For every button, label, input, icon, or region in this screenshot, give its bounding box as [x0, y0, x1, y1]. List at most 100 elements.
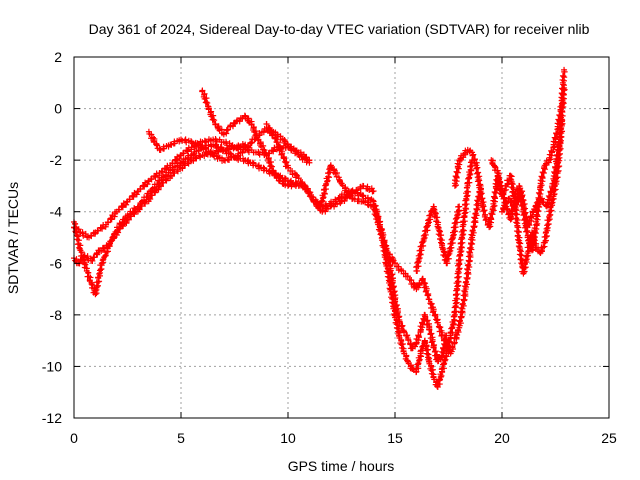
data-trace-segment	[115, 217, 130, 236]
data-trace-segment	[179, 152, 194, 166]
data-trace-segment	[451, 203, 463, 231]
data-trace-segment	[447, 313, 458, 337]
data-trace-segment	[461, 236, 476, 290]
data-trace-segment	[338, 180, 356, 202]
x-tick-label: 25	[601, 430, 617, 446]
x-axis-label: GPS time / hours	[288, 458, 395, 474]
data-trace-segment	[242, 135, 259, 153]
data-trace-segment	[295, 175, 312, 196]
data-point	[306, 159, 313, 166]
data-trace-segment	[179, 136, 195, 146]
plot-frame	[73, 56, 610, 419]
series-track-7	[316, 157, 476, 391]
data-trace-segment	[556, 86, 568, 141]
data-trace-segment	[146, 130, 163, 152]
data-trace-segment	[544, 180, 556, 208]
data-trace-segment	[205, 106, 219, 128]
data-trace-segment	[455, 223, 467, 264]
data-trace-segment	[273, 139, 291, 170]
y-tick-label: 2	[54, 49, 62, 65]
y-tick-label: -12	[42, 410, 62, 426]
data-trace-segment	[419, 275, 432, 303]
data-trace-segment	[316, 163, 334, 210]
data-trace-segment	[387, 286, 398, 318]
data-point	[561, 66, 568, 73]
data-trace-segment	[147, 183, 162, 203]
data-trace-segment	[381, 241, 394, 270]
data-trace-segment	[438, 332, 450, 359]
data-trace-segment	[248, 121, 262, 143]
data-point	[443, 332, 450, 339]
data-trace-segment	[550, 138, 564, 185]
data-trace-segment	[421, 338, 433, 363]
x-tick-label: 10	[280, 430, 296, 446]
data-trace-segment	[409, 365, 420, 376]
data-trace-segment	[374, 219, 386, 239]
data-point	[98, 260, 105, 267]
data-trace-segment	[541, 216, 553, 244]
y-tick-label: -10	[42, 358, 62, 374]
data-trace-segment	[400, 348, 411, 364]
data-trace-segment	[459, 184, 472, 226]
data-trace-segment	[306, 190, 323, 209]
data-trace-segment	[189, 139, 204, 151]
data-point	[561, 84, 568, 91]
data-trace-segment	[387, 267, 399, 301]
series-track-9	[413, 203, 463, 275]
data-trace-segment	[455, 287, 469, 329]
data-trace-segment	[227, 119, 239, 130]
data-trace-segment	[233, 141, 248, 152]
data-trace-segment	[285, 164, 301, 181]
data-trace-segment	[534, 245, 543, 256]
data-trace-segment	[518, 188, 531, 230]
x-tick-label: 5	[177, 430, 185, 446]
data-trace-segment	[425, 296, 441, 324]
data-trace-segment	[168, 137, 183, 148]
data-trace-segment	[426, 326, 438, 349]
series-track-12	[499, 84, 568, 231]
series-track-8	[381, 239, 450, 365]
data-trace-segment	[529, 230, 540, 251]
data-trace-segment	[537, 163, 549, 189]
data-trace-segment	[370, 204, 381, 223]
data-trace-segment	[285, 180, 298, 190]
x-tick-label: 15	[387, 430, 403, 446]
data-trace-segment	[169, 152, 184, 167]
data-point	[370, 188, 377, 195]
chart-title: Day 361 of 2024, Sidereal Day-to-day VTE…	[89, 21, 590, 37]
data-trace-segment	[451, 157, 463, 189]
data-trace-segment	[328, 194, 343, 207]
data-trace-segment	[486, 205, 497, 230]
data-trace-segment	[92, 262, 105, 297]
data-trace-segment	[126, 188, 141, 203]
data-trace-segment	[451, 261, 463, 316]
data-trace-segment	[417, 311, 428, 333]
y-tick-label: -6	[50, 255, 63, 271]
data-point	[456, 203, 463, 210]
data-trace-segment	[550, 126, 561, 150]
y-tick-label: -2	[50, 152, 63, 168]
data-trace-segment	[447, 224, 458, 251]
x-tick-label: 0	[70, 430, 78, 446]
data-trace-segment	[525, 208, 537, 229]
data-trace-segment	[327, 162, 344, 185]
data-trace-segment	[115, 199, 130, 213]
data-trace-segment	[391, 297, 403, 321]
data-trace-segment	[395, 333, 407, 352]
data-trace-segment	[430, 344, 441, 363]
data-trace-segment	[413, 247, 424, 274]
x-tick-label: 20	[494, 430, 510, 446]
y-tick-label: -8	[50, 307, 63, 323]
y-axis-label: SDTVAR / TECUs	[5, 182, 21, 294]
data-trace-segment	[201, 136, 214, 146]
data-trace-segment	[190, 152, 204, 164]
data-trace-segment	[137, 178, 152, 193]
data-marks	[71, 66, 568, 391]
series-track-2	[71, 141, 302, 298]
data-trace-segment	[169, 160, 184, 174]
data-trace-segment	[263, 120, 280, 145]
y-tick-label: 0	[54, 101, 62, 117]
data-trace-segment	[104, 209, 119, 226]
